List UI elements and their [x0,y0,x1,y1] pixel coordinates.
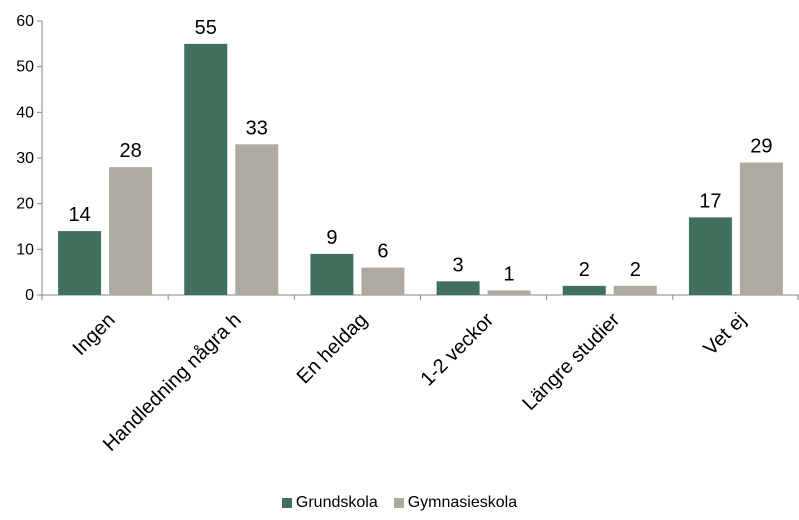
bars [58,43,783,296]
data-label: 6 [377,241,388,263]
y-axis: 0 10 20 30 40 50 60 [16,13,43,304]
legend-swatch [393,498,404,508]
x-category-label: Längre studier [518,309,624,415]
legend: Grundskola Gymnasieskola [0,494,799,512]
bar-grundskola [310,253,354,295]
bar-gymnasieskola [361,267,405,295]
data-label: 28 [119,140,141,162]
y-tick-label: 10 [16,241,34,258]
bar-grundskola [58,231,102,295]
bar-grundskola [184,43,228,296]
y-tick-label: 50 [16,59,34,76]
x-category-label: Ingen [69,309,120,360]
legend-label: Grundskola [295,494,378,511]
data-label: 17 [699,190,721,212]
y-tick-label: 30 [16,150,34,167]
y-tick-label: 60 [16,13,34,30]
data-label: 3 [453,254,464,276]
data-label: 29 [750,136,772,158]
x-category-label: Vet ej [700,309,751,360]
data-labels: 14 28 55 33 9 6 3 1 2 2 17 29 [68,17,772,286]
data-label: 55 [195,17,217,39]
x-category-label: En heldag [293,309,372,388]
legend-swatch [281,498,292,508]
data-label: 2 [630,259,641,281]
data-label: 1 [504,263,515,285]
data-label: 33 [246,117,268,139]
y-tick-label: 40 [16,104,34,121]
bar-grundskola [562,285,606,295]
legend-label: Gymnasieskola [407,494,518,511]
data-label: 14 [68,204,90,226]
legend-item-series-0: Grundskola [281,494,378,512]
data-label: 9 [326,227,337,249]
bar-gymnasieskola [739,162,783,295]
data-label: 2 [579,259,590,281]
x-category-label: 1-2 veckor [417,309,499,391]
legend-item-series-1: Gymnasieskola [393,494,518,512]
bar-gymnasieskola [109,167,153,295]
y-tick-label: 0 [25,287,34,304]
bar-gymnasieskola [613,285,657,295]
y-tick-label: 20 [16,196,34,213]
bar-gymnasieskola [487,290,531,295]
bar-gymnasieskola [235,144,279,295]
bar-grundskola [688,217,732,295]
x-category-label: Handledning några h [99,309,246,456]
bar-grundskola [436,281,480,295]
